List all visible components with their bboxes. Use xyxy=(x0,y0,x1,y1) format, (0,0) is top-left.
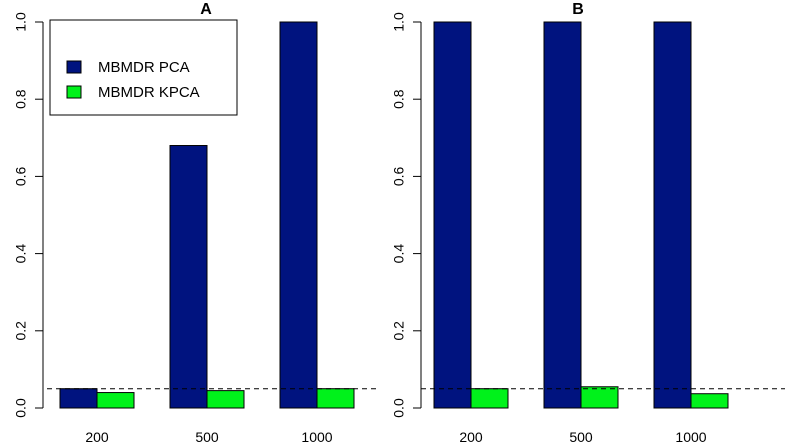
bar-b-1000-pca xyxy=(653,21,692,409)
y-tick-label-a-3: 0.6 xyxy=(13,166,29,186)
panel-b: B 0.0 0.2 0.4 0.6 0.8 1.0 200 500 1000 xyxy=(391,1,785,445)
bar-b-500-pca xyxy=(543,21,582,409)
x-tick-label-b-2: 1000 xyxy=(675,429,706,445)
panel-title-a: A xyxy=(200,1,212,18)
bar-a-200-pca xyxy=(59,388,98,409)
legend-box xyxy=(49,19,238,116)
y-tick-label-b-5: 1.0 xyxy=(391,12,407,32)
bar-b-200-pca xyxy=(433,21,472,409)
y-tick-label-a-1: 0.2 xyxy=(13,321,29,341)
legend-swatch-kpca xyxy=(66,85,82,99)
bar-b-200-kpca xyxy=(470,388,509,409)
y-tick-label-b-1: 0.2 xyxy=(391,321,407,341)
bar-a-1000-kpca xyxy=(316,388,355,409)
y-tick-label-a-0: 0.0 xyxy=(13,398,29,418)
x-tick-label-a-1: 500 xyxy=(195,429,219,445)
x-tick-label-b-1: 500 xyxy=(569,429,593,445)
y-tick-label-b-0: 0.0 xyxy=(391,398,407,418)
legend-label-pca: MBMDR PCA xyxy=(98,59,190,76)
y-tick-label-b-4: 0.8 xyxy=(391,89,407,109)
x-tick-label-a-2: 1000 xyxy=(301,429,332,445)
x-tick-label-a-0: 200 xyxy=(85,429,109,445)
y-tick-label-b-2: 0.4 xyxy=(391,244,407,264)
legend-swatch-pca xyxy=(66,60,82,74)
bar-a-1000-pca xyxy=(279,21,318,409)
bar-b-500-kpca xyxy=(580,386,619,409)
x-tick-label-b-0: 200 xyxy=(459,429,483,445)
legend-label-kpca: MBMDR KPCA xyxy=(98,84,200,101)
bar-b-1000-kpca xyxy=(690,393,729,409)
bar-a-200-kpca xyxy=(96,392,135,409)
bar-a-500-pca xyxy=(169,145,208,409)
legend: MBMDR PCA MBMDR KPCA xyxy=(49,19,238,116)
y-tick-label-a-4: 0.8 xyxy=(13,89,29,109)
y-tick-label-a-2: 0.4 xyxy=(13,244,29,264)
y-tick-label-b-3: 0.6 xyxy=(391,166,407,186)
panel-title-b: B xyxy=(572,1,584,18)
y-tick-label-a-5: 1.0 xyxy=(13,12,29,32)
bar-a-500-kpca xyxy=(206,390,245,409)
